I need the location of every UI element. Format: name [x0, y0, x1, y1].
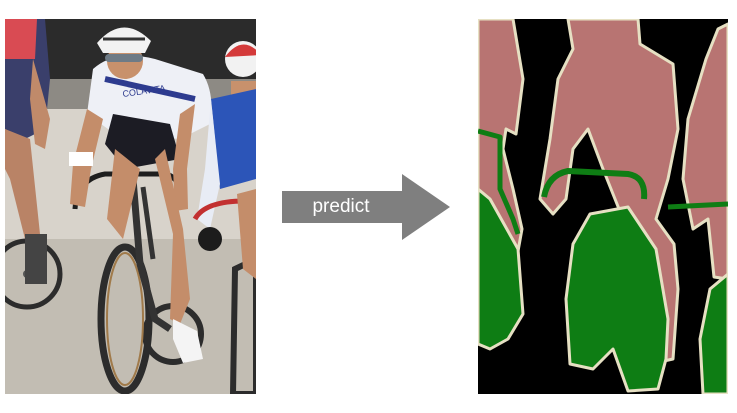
predict-arrow — [282, 174, 450, 240]
input-photo: COLAVITA — [5, 19, 256, 394]
segmentation-mask — [478, 19, 728, 394]
predict-label: predict — [312, 196, 370, 217]
cyclists-illustration: COLAVITA — [5, 19, 256, 394]
center-rider: COLAVITA — [69, 27, 212, 394]
left-rider — [5, 19, 63, 310]
right-rider — [192, 41, 256, 394]
segmentation-output — [478, 19, 728, 394]
